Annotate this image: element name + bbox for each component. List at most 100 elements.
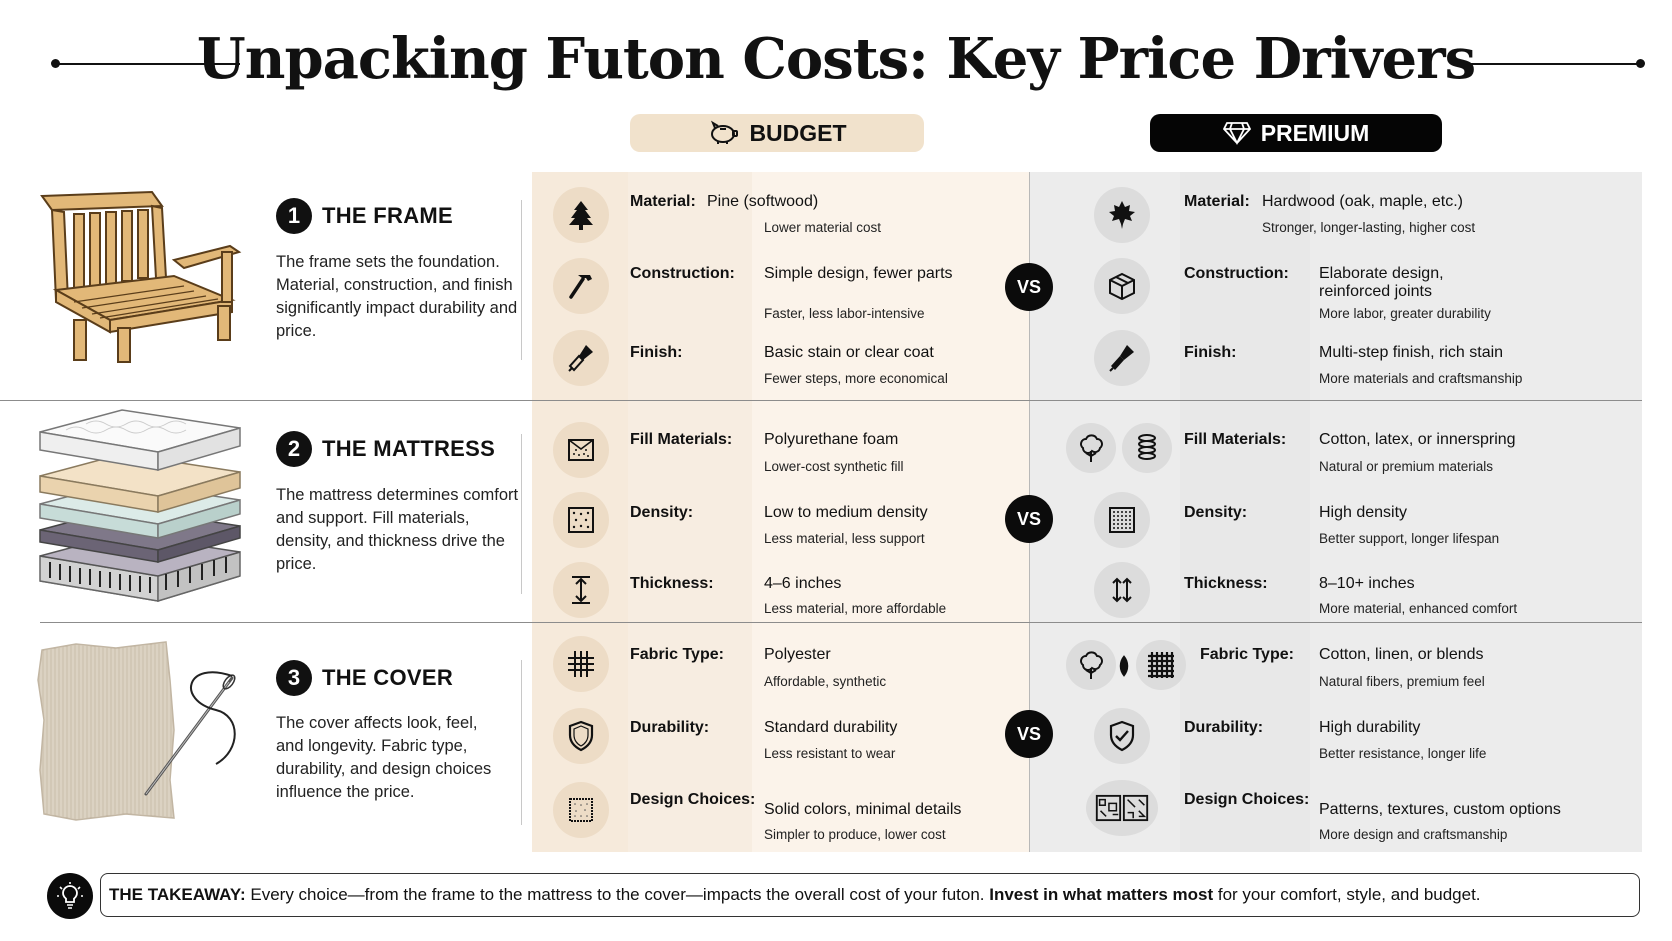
- premium-subtext: More materials and craftsmanship: [1319, 371, 1523, 386]
- title-rule-right: [1470, 63, 1640, 65]
- hammer-icon: [553, 258, 609, 314]
- row-label: Construction:: [1184, 265, 1289, 282]
- budget-subtext: Faster, less labor-intensive: [764, 306, 925, 321]
- budget-subtext: Less material, more affordable: [764, 601, 947, 616]
- takeaway-tail: for your comfort, style, and budget.: [1213, 885, 1481, 904]
- section-separator: [0, 400, 1642, 401]
- section-title: THE MATTRESS: [322, 436, 496, 461]
- budget-value: Solid colors, minimal details: [764, 801, 962, 818]
- diamond-icon: [1222, 122, 1251, 145]
- density-icon: [553, 492, 609, 548]
- fabric-weave-icon: [1136, 640, 1186, 690]
- budget-subtext: Fewer steps, more economical: [764, 371, 948, 386]
- row-label: Thickness:: [630, 575, 714, 592]
- mattress-section-heading: 2 THE MATTRESS: [276, 431, 495, 467]
- vs-badge: VS: [1005, 495, 1053, 543]
- vs-badge: VS: [1005, 710, 1053, 758]
- budget-subtext: Lower-cost synthetic fill: [764, 459, 904, 474]
- row-label: Fabric Type:: [1200, 646, 1294, 663]
- thickness-icon: [553, 562, 609, 618]
- row-label: Durability:: [1184, 719, 1264, 736]
- mattress-layers-illustration: [39, 409, 241, 602]
- title-rule-left: [55, 63, 240, 65]
- row-label: Fabric Type:: [630, 646, 724, 663]
- swatch-icon: [553, 782, 609, 838]
- premium-tier-badge: PREMIUM: [1150, 114, 1442, 152]
- futon-frame-illustration: [40, 190, 242, 363]
- budget-label-column: [628, 172, 752, 852]
- foam-icon: [553, 422, 609, 478]
- takeaway-emphasis: Invest in what matters most: [989, 885, 1214, 904]
- row-label: Finish:: [1184, 344, 1237, 361]
- brush-icon: [553, 330, 609, 386]
- premium-value: Elaborate design, reinforced joints: [1319, 265, 1444, 300]
- budget-subtext: Simpler to produce, lower cost: [764, 827, 946, 842]
- row-label: Finish:: [630, 344, 683, 361]
- shield-check-icon: [1094, 708, 1150, 764]
- premium-tier-label: PREMIUM: [1260, 119, 1370, 146]
- spring-icon: [1122, 423, 1172, 473]
- section-title: THE COVER: [322, 665, 454, 690]
- row-label: Durability:: [630, 719, 710, 736]
- maple-leaf-icon: [1094, 187, 1150, 243]
- row-label: Density:: [1184, 504, 1248, 521]
- premium-label-column: [1180, 172, 1310, 852]
- budget-value: Basic stain or clear coat: [764, 344, 934, 361]
- premium-subtext: Better resistance, longer life: [1319, 746, 1487, 761]
- fabric-weave-icon: [553, 636, 609, 692]
- mattress-section-description: The mattress determines comfort and supp…: [276, 486, 519, 573]
- pine-tree-icon: [553, 187, 609, 243]
- budget-value: Polyester: [764, 646, 831, 663]
- density-icon: [1094, 492, 1150, 548]
- frame-section-heading: 1 THE FRAME: [276, 198, 453, 234]
- premium-subtext: Natural fibers, premium feel: [1319, 674, 1485, 689]
- section-divider-line: [521, 200, 522, 360]
- fabric-swatch-illustration: [37, 641, 236, 821]
- row-label: Material:: [630, 193, 696, 210]
- pattern-icon: [1086, 780, 1158, 836]
- row-label: Construction:: [630, 265, 735, 282]
- section-divider-line: [521, 660, 522, 825]
- section-number: 3: [276, 660, 312, 696]
- budget-subtext: Less material, less support: [764, 531, 925, 546]
- frame-section-description: The frame sets the foundation. Material,…: [276, 253, 518, 340]
- budget-value: 4–6 inches: [764, 575, 842, 592]
- section-title: THE FRAME: [322, 203, 454, 228]
- row-label: Fill Materials:: [1184, 431, 1287, 448]
- budget-value: Standard durability: [764, 719, 898, 736]
- budget-value: Simple design, fewer parts: [764, 265, 953, 282]
- premium-value: High durability: [1319, 719, 1421, 736]
- box-icon: [1094, 258, 1150, 314]
- budget-subtext: Less resistant to wear: [764, 746, 896, 761]
- lightbulb-icon: [47, 873, 93, 919]
- vs-badge: VS: [1005, 263, 1053, 311]
- section-separator: [40, 622, 1642, 623]
- cover-section-description: The cover affects look, feel, and longev…: [276, 714, 492, 801]
- budget-tier-label: BUDGET: [749, 119, 847, 146]
- page-title: Unpacking Futon Costs: Key Price Drivers: [196, 26, 1476, 92]
- takeaway-lead: THE TAKEAWAY:: [109, 885, 246, 904]
- takeaway-banner: THE TAKEAWAY: Every choice—from the fram…: [100, 873, 1640, 917]
- budget-subtext: Lower material cost: [764, 220, 882, 235]
- premium-value: Cotton, latex, or innerspring: [1319, 431, 1516, 448]
- premium-subtext: More labor, greater durability: [1319, 306, 1491, 321]
- budget-tier-badge: BUDGET: [630, 114, 924, 152]
- budget-value: Polyurethane foam: [764, 431, 899, 448]
- title-bar: Unpacking Futon Costs: Key Price Drivers: [0, 20, 1672, 100]
- budget-value: Pine (softwood): [707, 193, 819, 210]
- premium-subtext: More material, enhanced comfort: [1319, 601, 1518, 616]
- row-label: Design Choices:: [1184, 791, 1310, 808]
- premium-value: Hardwood (oak, maple, etc.): [1262, 193, 1463, 210]
- row-label: Density:: [630, 504, 694, 521]
- thickness-icon: [1094, 562, 1150, 618]
- premium-value: Patterns, textures, custom options: [1319, 801, 1561, 818]
- premium-value: Cotton, linen, or blends: [1319, 646, 1484, 663]
- premium-subtext: More design and craftsmanship: [1319, 827, 1508, 842]
- piggy-bank-icon: [711, 120, 739, 144]
- shield-icon: [553, 708, 609, 764]
- premium-subtext: Stronger, longer-lasting, higher cost: [1262, 220, 1476, 235]
- brush-icon: [1094, 330, 1150, 386]
- cotton-icon: [1066, 640, 1116, 690]
- premium-subtext: Natural or premium materials: [1319, 459, 1494, 474]
- premium-subtext: Better support, longer lifespan: [1319, 531, 1500, 546]
